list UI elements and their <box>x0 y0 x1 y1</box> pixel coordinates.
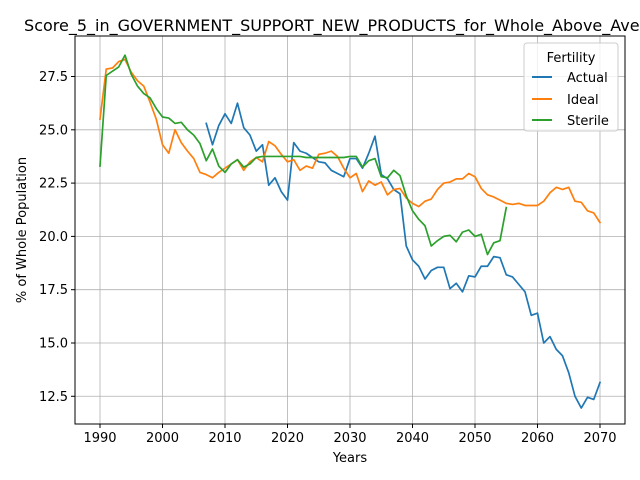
y-tick-label: 15.0 <box>39 336 68 351</box>
x-tick-label: 2020 <box>271 431 304 446</box>
legend-box <box>523 42 619 132</box>
series-line-ideal <box>99 58 602 224</box>
series-line-actual <box>205 102 602 409</box>
x-tick-label: 2050 <box>458 431 491 446</box>
x-tick-label: 2040 <box>396 431 429 446</box>
legend-label-actual: Actual <box>567 71 608 86</box>
legend-title: Fertility <box>547 51 596 66</box>
legend: Fertility Actual Ideal Sterile <box>523 42 619 132</box>
chart-title: Score_5_in_GOVERNMENT_SUPPORT_NEW_PRODUC… <box>24 16 640 36</box>
y-axis-label: % of Whole Population <box>15 157 30 303</box>
legend-label-ideal: Ideal <box>567 93 599 108</box>
series-line-sterile <box>99 54 508 256</box>
y-tick-label: 22.5 <box>39 177 68 192</box>
x-tick-label: 2000 <box>146 431 179 446</box>
legend-label-sterile: Sterile <box>567 114 609 129</box>
y-axis: 12.5 15.0 17.5 20.0 22.5 25.0 27.5 <box>39 70 75 405</box>
y-tick-label: 25.0 <box>39 123 68 138</box>
y-tick-label: 12.5 <box>39 390 68 405</box>
series-layer <box>99 54 602 409</box>
x-tick-label: 2010 <box>208 431 241 446</box>
x-tick-label: 2030 <box>333 431 366 446</box>
x-axis-label: Years <box>332 451 368 466</box>
x-tick-label: 2070 <box>583 431 616 446</box>
x-axis: 1990 2000 2010 2020 2030 2040 2050 2060 2070 <box>83 424 617 446</box>
x-tick-label: 1990 <box>83 431 116 446</box>
x-tick-label: 2060 <box>521 431 554 446</box>
y-tick-label: 20.0 <box>39 230 68 245</box>
y-tick-label: 27.5 <box>39 70 68 85</box>
y-tick-label: 17.5 <box>39 283 68 298</box>
